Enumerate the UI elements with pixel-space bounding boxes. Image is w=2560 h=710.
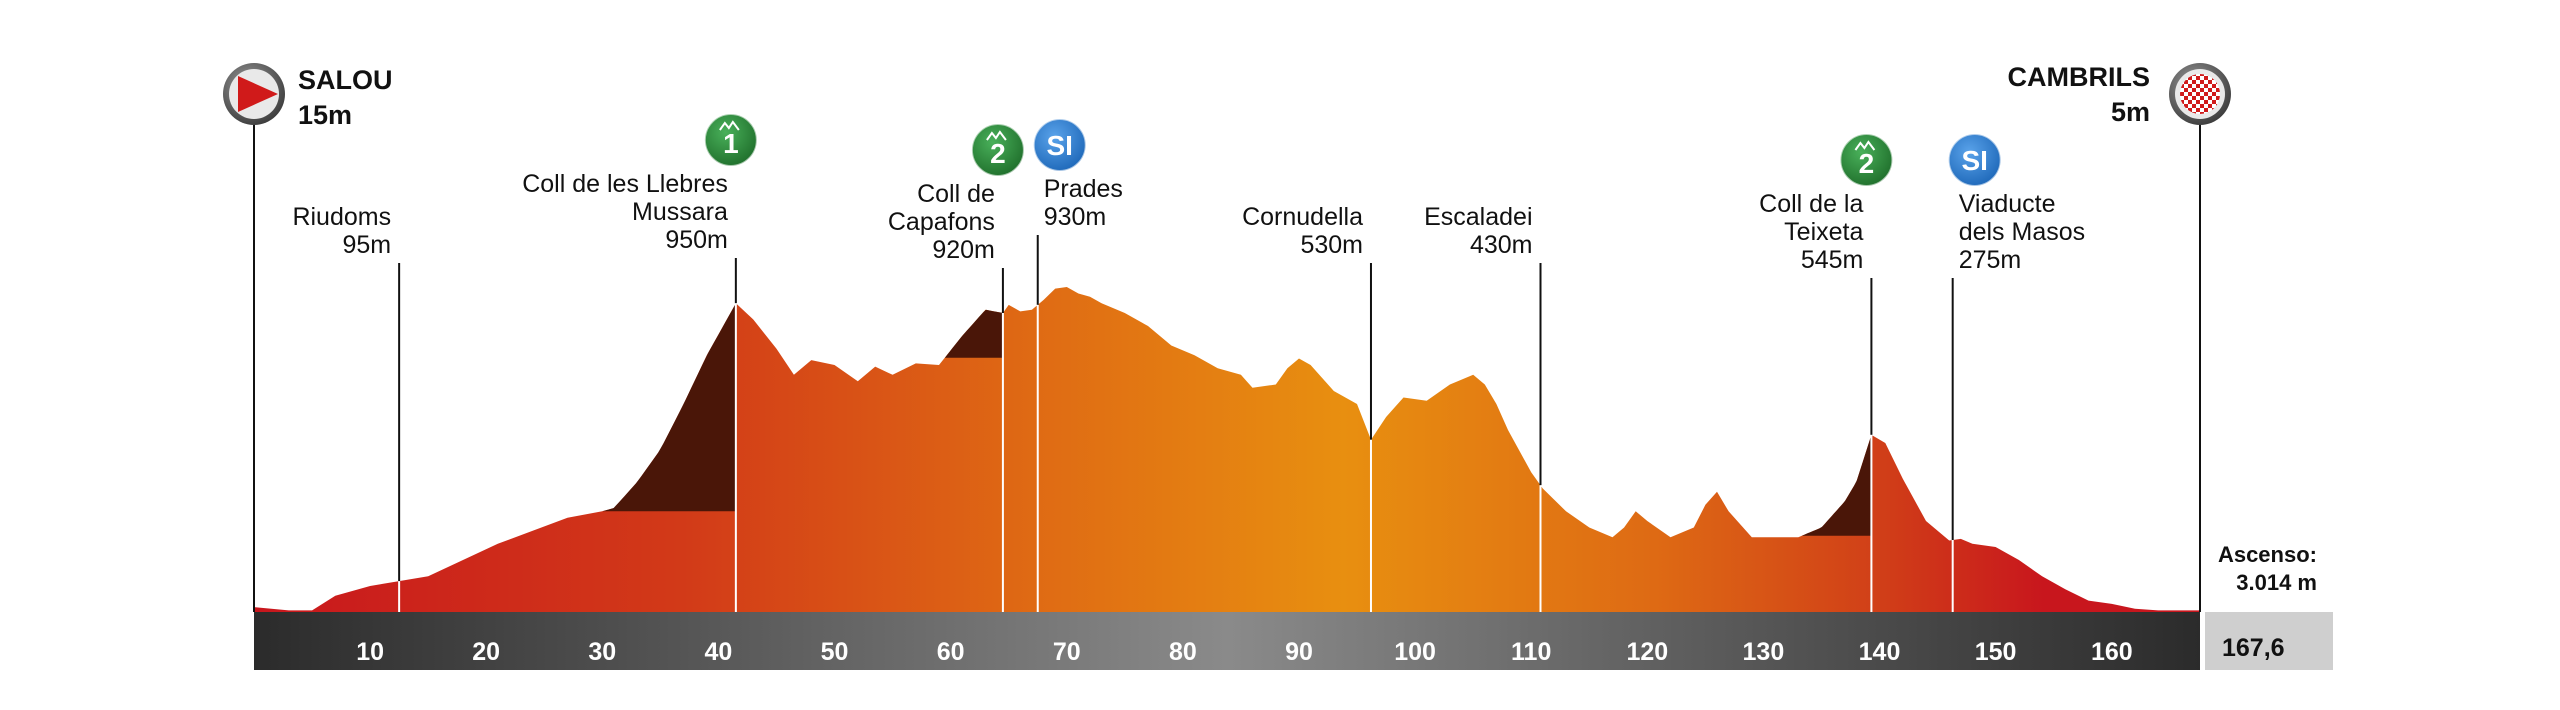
point-label: 530m xyxy=(1300,231,1363,259)
ascent-value: 3.014 m xyxy=(2236,570,2317,595)
elevation-profile-area xyxy=(254,287,2200,612)
total-distance-box xyxy=(2205,612,2333,670)
mountain-category-badge-icon: 2 xyxy=(970,123,1025,177)
distance-tick-label: 130 xyxy=(1743,638,1785,666)
distance-tick-label: 30 xyxy=(588,638,616,666)
point-label: Riudoms xyxy=(292,203,391,231)
climb-segment xyxy=(1801,434,1872,536)
point-label: Mussara xyxy=(632,198,728,226)
distance-tick-label: 90 xyxy=(1285,638,1313,666)
distance-tick-label: 140 xyxy=(1859,638,1901,666)
finish-altitude: 5m xyxy=(2111,97,2150,127)
point-label: 930m xyxy=(1044,203,1107,231)
distance-tick-label: 120 xyxy=(1626,638,1668,666)
distance-ticks: 10 20 30 40 50 60 70 80 90 100 110 120 130 140 150 160 xyxy=(356,638,2132,666)
point-label: Escaladei xyxy=(1424,203,1532,231)
climb-segment xyxy=(944,309,1003,358)
total-distance: 167,6 xyxy=(2222,634,2285,662)
point-label: Coll de la xyxy=(1759,190,1863,218)
point-markers xyxy=(398,235,1954,612)
point-label: dels Masos xyxy=(1959,218,2085,246)
svg-text:2: 2 xyxy=(1859,148,1875,179)
distance-tick-label: 160 xyxy=(2091,638,2133,666)
point-label: Viaducte xyxy=(1959,190,2056,218)
climb-segment xyxy=(602,303,736,512)
svg-text:1: 1 xyxy=(723,128,739,159)
point-label: 95m xyxy=(342,231,391,259)
start-name: SALOU xyxy=(298,65,393,95)
point-label: Cornudella xyxy=(1242,203,1363,231)
point-label: 275m xyxy=(1959,246,2022,274)
start-icon xyxy=(223,63,285,125)
point-label: Coll de les Llebres xyxy=(522,170,728,198)
distance-tick-label: 110 xyxy=(1511,638,1551,666)
point-label: 920m xyxy=(932,236,995,264)
ascent-label: Ascenso: xyxy=(2218,542,2317,567)
svg-text:SI: SI xyxy=(1047,130,1073,161)
distance-tick-label: 50 xyxy=(821,638,849,666)
finish-name: CAMBRILS xyxy=(2008,62,2151,92)
climb-highlights xyxy=(602,303,1872,536)
point-label: 950m xyxy=(665,226,728,254)
mountain-category-badge-icon: 2 xyxy=(1839,133,1894,187)
point-label: Teixeta xyxy=(1784,218,1863,246)
point-label: 430m xyxy=(1470,231,1533,259)
point-label: Coll de xyxy=(917,180,995,208)
distance-tick-label: 70 xyxy=(1053,638,1081,666)
point-label: Prades xyxy=(1044,175,1123,203)
distance-axis-bar xyxy=(254,612,2200,670)
finish-flag-icon xyxy=(2169,63,2231,125)
svg-text:2: 2 xyxy=(990,138,1006,169)
distance-tick-label: 40 xyxy=(704,638,732,666)
mountain-category-badge-icon: 1 xyxy=(703,113,758,167)
distance-tick-label: 60 xyxy=(937,638,965,666)
distance-tick-label: 10 xyxy=(356,638,384,666)
point-label: Capafons xyxy=(888,208,995,236)
distance-tick-label: 20 xyxy=(472,638,500,666)
svg-text:SI: SI xyxy=(1961,145,1987,176)
distance-tick-label: 80 xyxy=(1169,638,1197,666)
distance-tick-label: 100 xyxy=(1394,638,1436,666)
distance-tick-label: 150 xyxy=(1975,638,2017,666)
sprint-badge-icon: SI xyxy=(1032,118,1087,172)
sprint-badge-icon: SI xyxy=(1947,133,2002,187)
start-altitude: 15m xyxy=(298,100,352,130)
point-label: 545m xyxy=(1801,246,1864,274)
